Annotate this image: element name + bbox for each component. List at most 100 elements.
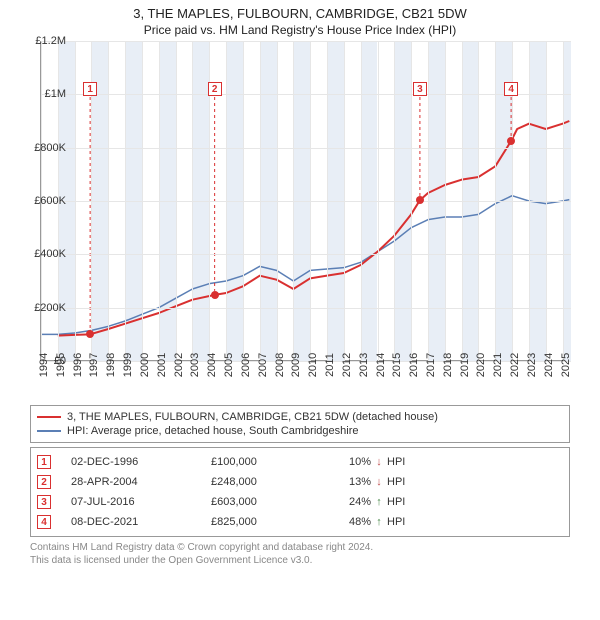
arrow-down-icon: ↓ [371, 456, 387, 468]
xtick-label: 2019 [459, 353, 471, 377]
xtick-label: 2025 [560, 353, 572, 377]
xtick-label: 2011 [324, 353, 336, 377]
gridline-v [495, 41, 496, 361]
legend-label: HPI: Average price, detached house, Sout… [67, 425, 358, 437]
transaction-marker: 2 [37, 475, 51, 489]
gridline-h [41, 201, 571, 202]
gridline-v [277, 41, 278, 361]
xtick-label: 2014 [375, 353, 387, 377]
xtick-label: 2022 [509, 353, 521, 377]
gridline-v [226, 41, 227, 361]
gridline-v [159, 41, 160, 361]
gridline-v [293, 41, 294, 361]
transaction-price: £248,000 [211, 476, 321, 488]
gridline-v [176, 41, 177, 361]
xtick-label: 2002 [173, 353, 185, 377]
footnote-line: Contains HM Land Registry data © Crown c… [30, 541, 570, 554]
xtick-label: 2017 [425, 353, 437, 377]
xtick-label: 2006 [240, 353, 252, 377]
gridline-v [546, 41, 547, 361]
gridline-v [327, 41, 328, 361]
transaction-pct: 24% [321, 496, 371, 508]
transaction-pct: 48% [321, 516, 371, 528]
xtick-label: 2024 [543, 353, 555, 377]
ytick-label: £600K [26, 195, 66, 207]
xtick-label: 1994 [38, 353, 50, 377]
gridline-v [243, 41, 244, 361]
gridline-h [41, 148, 571, 149]
xtick-label: 2010 [307, 353, 319, 377]
xtick-label: 1996 [72, 353, 84, 377]
transaction-date: 02-DEC-1996 [71, 456, 211, 468]
gridline-h [41, 41, 571, 42]
marker-box: 2 [208, 82, 222, 96]
transaction-pct: 10% [321, 456, 371, 468]
chart-title: 3, THE MAPLES, FULBOURN, CAMBRIDGE, CB21… [0, 0, 600, 21]
gridline-v [529, 41, 530, 361]
xtick-label: 2013 [358, 353, 370, 377]
xtick-label: 2008 [274, 353, 286, 377]
footnote-line: This data is licensed under the Open Gov… [30, 554, 570, 567]
transaction-date: 28-APR-2004 [71, 476, 211, 488]
legend-box: 3, THE MAPLES, FULBOURN, CAMBRIDGE, CB21… [30, 405, 570, 443]
xtick-label: 2012 [341, 353, 353, 377]
xtick-label: 1998 [105, 353, 117, 377]
transactions-table: 102-DEC-1996£100,00010%↓HPI228-APR-2004£… [30, 447, 570, 537]
transaction-row: 307-JUL-2016£603,00024%↑HPI [37, 492, 563, 512]
xtick-label: 2018 [442, 353, 454, 377]
gridline-v [125, 41, 126, 361]
gridline-v [344, 41, 345, 361]
xtick-label: 1999 [122, 353, 134, 377]
footnote: Contains HM Land Registry data © Crown c… [30, 541, 570, 567]
marker-dot [416, 196, 424, 204]
xtick-label: 2020 [475, 353, 487, 377]
plot-region: 1234 [40, 41, 570, 361]
transaction-row: 4 08-DEC-2021£825,00048%↑HPI [37, 512, 563, 532]
gridline-v [394, 41, 395, 361]
transaction-price: £603,000 [211, 496, 321, 508]
gridline-v [478, 41, 479, 361]
transaction-ref-label: HPI [387, 516, 427, 528]
gridline-v [192, 41, 193, 361]
transaction-marker: 3 [37, 495, 51, 509]
ytick-label: £400K [26, 248, 66, 260]
gridline-v [361, 41, 362, 361]
legend-label: 3, THE MAPLES, FULBOURN, CAMBRIDGE, CB21… [67, 411, 438, 423]
marker-dot [211, 291, 219, 299]
ytick-label: £1M [26, 88, 66, 100]
gridline-v [445, 41, 446, 361]
transaction-date: 07-JUL-2016 [71, 496, 211, 508]
xtick-label: 2004 [206, 353, 218, 377]
gridline-h [41, 308, 571, 309]
gridline-v [428, 41, 429, 361]
marker-box: 4 [504, 82, 518, 96]
gridline-v [563, 41, 564, 361]
chart-subtitle: Price paid vs. HM Land Registry's House … [0, 21, 600, 41]
legend-swatch [37, 430, 61, 432]
gridline-v [142, 41, 143, 361]
transaction-ref-label: HPI [387, 456, 427, 468]
transaction-date: 08-DEC-2021 [71, 516, 211, 528]
gridline-v [378, 41, 379, 361]
legend-item: 3, THE MAPLES, FULBOURN, CAMBRIDGE, CB21… [37, 410, 563, 424]
transaction-marker: 4 [37, 515, 51, 529]
chart-area: 1234 £0£200K£400K£600K£800K£1M£1.2M19941… [40, 41, 600, 401]
xtick-label: 1995 [55, 353, 67, 377]
ytick-label: £800K [26, 142, 66, 154]
xtick-label: 2000 [139, 353, 151, 377]
arrow-up-icon: ↑ [371, 516, 387, 528]
gridline-h [41, 94, 571, 95]
marker-box: 3 [413, 82, 427, 96]
xtick-label: 2021 [492, 353, 504, 377]
xtick-label: 2023 [526, 353, 538, 377]
transaction-price: £825,000 [211, 516, 321, 528]
xtick-label: 2015 [391, 353, 403, 377]
xtick-label: 2001 [156, 353, 168, 377]
transaction-ref-label: HPI [387, 496, 427, 508]
gridline-v [260, 41, 261, 361]
chart-container: 3, THE MAPLES, FULBOURN, CAMBRIDGE, CB21… [0, 0, 600, 620]
transaction-row: 228-APR-2004£248,00013%↓HPI [37, 472, 563, 492]
gridline-h [41, 254, 571, 255]
gridline-v [310, 41, 311, 361]
arrow-down-icon: ↓ [371, 476, 387, 488]
